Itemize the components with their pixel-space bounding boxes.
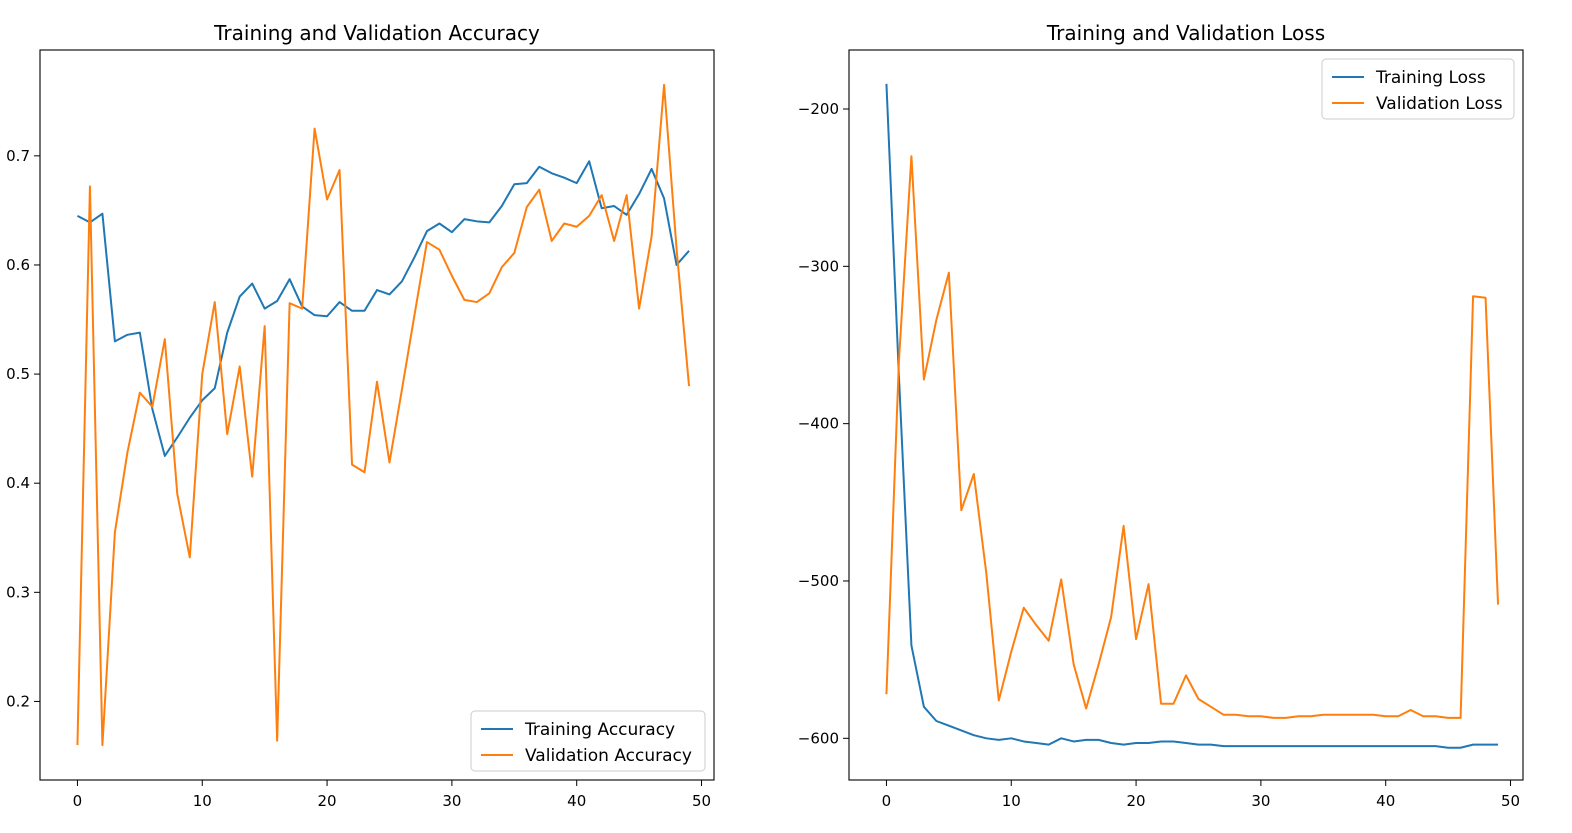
axes-frame: [848, 49, 1524, 781]
x-tick-label: 20: [1127, 792, 1146, 810]
x-tick-label: 10: [1002, 792, 1021, 810]
legend-label: Validation Accuracy: [525, 746, 692, 766]
y-tick-label: −600: [798, 729, 839, 747]
chart-title: Training and Validation Accuracy: [213, 21, 540, 45]
x-tick-label: 20: [318, 792, 337, 810]
x-tick-label: 30: [1251, 792, 1270, 810]
y-tick-label: 0.5: [6, 365, 30, 383]
y-tick-label: −300: [798, 257, 839, 275]
legend-box: [470, 710, 706, 772]
y-tick-label: 0.3: [6, 583, 30, 601]
y-tick-label: 0.4: [6, 474, 30, 492]
x-tick-label: 30: [442, 792, 461, 810]
x-tick-label: 40: [567, 792, 586, 810]
x-tick-label: 50: [1501, 792, 1520, 810]
y-tick-label: 0.6: [6, 256, 30, 274]
accuracy-chart: Training and Validation Accuracy 0 10 20 30 4…: [6, 21, 715, 810]
series-line-training-accuracy: [76, 160, 690, 457]
series-line-validation-loss: [885, 155, 1500, 719]
legend-box: [1321, 58, 1515, 120]
x-tick-label: 40: [1376, 792, 1395, 810]
y-tick-label: −500: [798, 572, 839, 590]
x-tick-label: 0: [882, 792, 892, 810]
x-tick-label: 10: [193, 792, 212, 810]
legend: Training Loss Validation Loss: [1321, 58, 1515, 120]
legend-label: Training Accuracy: [524, 720, 675, 740]
series-line-validation-accuracy: [76, 83, 691, 747]
series-line-training-loss: [885, 83, 1499, 749]
y-tick-label: 0.7: [6, 147, 30, 165]
chart-title: Training and Validation Loss: [1046, 21, 1325, 45]
legend: Training Accuracy Validation Accuracy: [470, 710, 706, 772]
loss-chart: Training and Validation Loss 0 10 20 30 40 50 −…: [798, 21, 1524, 810]
legend-label: Training Loss: [1375, 68, 1486, 88]
x-tick-label: 0: [73, 792, 83, 810]
y-tick-label: −400: [798, 415, 839, 433]
legend-label: Validation Loss: [1376, 94, 1503, 114]
y-tick-label: −200: [798, 100, 839, 118]
y-tick-label: 0.2: [6, 692, 30, 710]
axes-frame: [39, 49, 715, 781]
x-tick-label: 50: [692, 792, 711, 810]
